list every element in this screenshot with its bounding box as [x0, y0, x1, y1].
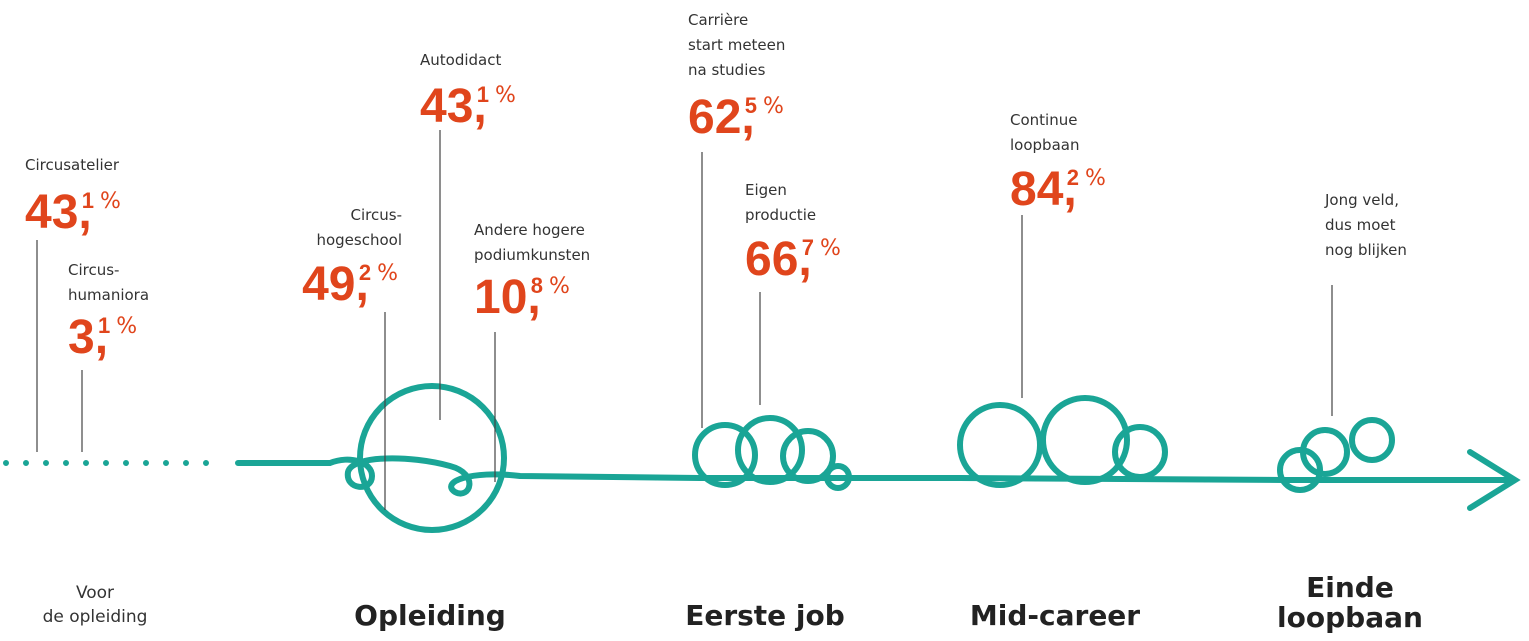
value-decimal: 1	[98, 313, 110, 338]
annotation-label: Continue	[1010, 111, 1077, 129]
value-decimal: 2	[359, 260, 371, 285]
value-decimal: 8	[531, 273, 543, 298]
value-unit: %	[763, 94, 784, 119]
annotation-value: 66,7%	[745, 233, 841, 286]
annotation-label: humaniora	[68, 286, 149, 304]
stage-label: Einde	[1306, 571, 1394, 604]
value-decimal: 7	[802, 235, 814, 260]
rope-segment	[960, 478, 1285, 480]
annotation-label: Andere hogere	[474, 221, 585, 239]
rope-loop	[1043, 398, 1127, 482]
annotation-label: podiumkunsten	[474, 246, 590, 264]
annotation-label: hogeschool	[316, 231, 402, 249]
stage-label: Eerste job	[685, 599, 845, 632]
annotation-label: nog blijken	[1325, 241, 1407, 259]
value-unit: %	[820, 236, 841, 261]
annotation-label: loopbaan	[1010, 136, 1079, 154]
annotation-label: Carrière	[688, 11, 748, 29]
stage-label: loopbaan	[1277, 601, 1423, 634]
infographic: Circusatelier 43,1% Circus-humaniora 3,1% Ci…	[0, 0, 1529, 641]
stage-label: Mid-career	[970, 599, 1140, 632]
stage-label: Opleiding	[354, 599, 506, 632]
annotation-label: Autodidact	[420, 51, 501, 69]
annotation-value: 62,5%	[688, 91, 784, 144]
annotation-label: Circus-	[68, 261, 119, 279]
stage-label: Voor	[76, 583, 114, 603]
rope-loop	[1352, 420, 1392, 460]
stage-label: de opleiding	[43, 607, 148, 627]
timeline-rope	[6, 386, 1515, 530]
value-unit: %	[116, 314, 137, 339]
value-decimal: 2	[1067, 165, 1079, 190]
value-unit: %	[377, 261, 398, 286]
value-unit: %	[1085, 166, 1106, 191]
annotation-value: 84,2%	[1010, 163, 1106, 216]
value-unit: %	[100, 189, 121, 214]
rope-segment	[238, 458, 700, 493]
annotation-label: Circus-	[351, 206, 402, 224]
value-decimal: 5	[745, 93, 757, 118]
value-unit: %	[495, 83, 516, 108]
annotation-label: na studies	[688, 61, 766, 79]
stages: Voor de opleiding Opleiding Eerste job Mid-c…	[43, 571, 1423, 634]
annotation-value: 43,1%	[25, 186, 121, 239]
rope-loop	[960, 405, 1040, 485]
annotation-value: 10,8%	[474, 271, 570, 324]
annotation-label: dus moet	[1325, 216, 1396, 234]
value-decimal: 1	[82, 188, 94, 213]
annotations: Circusatelier 43,1% Circus-humaniora 3,1% Ci…	[25, 11, 1407, 510]
value-unit: %	[549, 274, 570, 299]
annotation-value: 3,1%	[68, 311, 137, 364]
annotation-label: Circusatelier	[25, 156, 120, 174]
annotation-label: start meteen	[688, 36, 785, 54]
annotation-label: Jong veld,	[1324, 191, 1399, 209]
value-decimal: 1	[477, 82, 489, 107]
annotation-label: Eigen	[745, 181, 787, 199]
annotation-value: 49,2%	[302, 258, 398, 311]
annotation-label: productie	[745, 206, 816, 224]
annotation-value: 43,1%	[420, 80, 516, 133]
